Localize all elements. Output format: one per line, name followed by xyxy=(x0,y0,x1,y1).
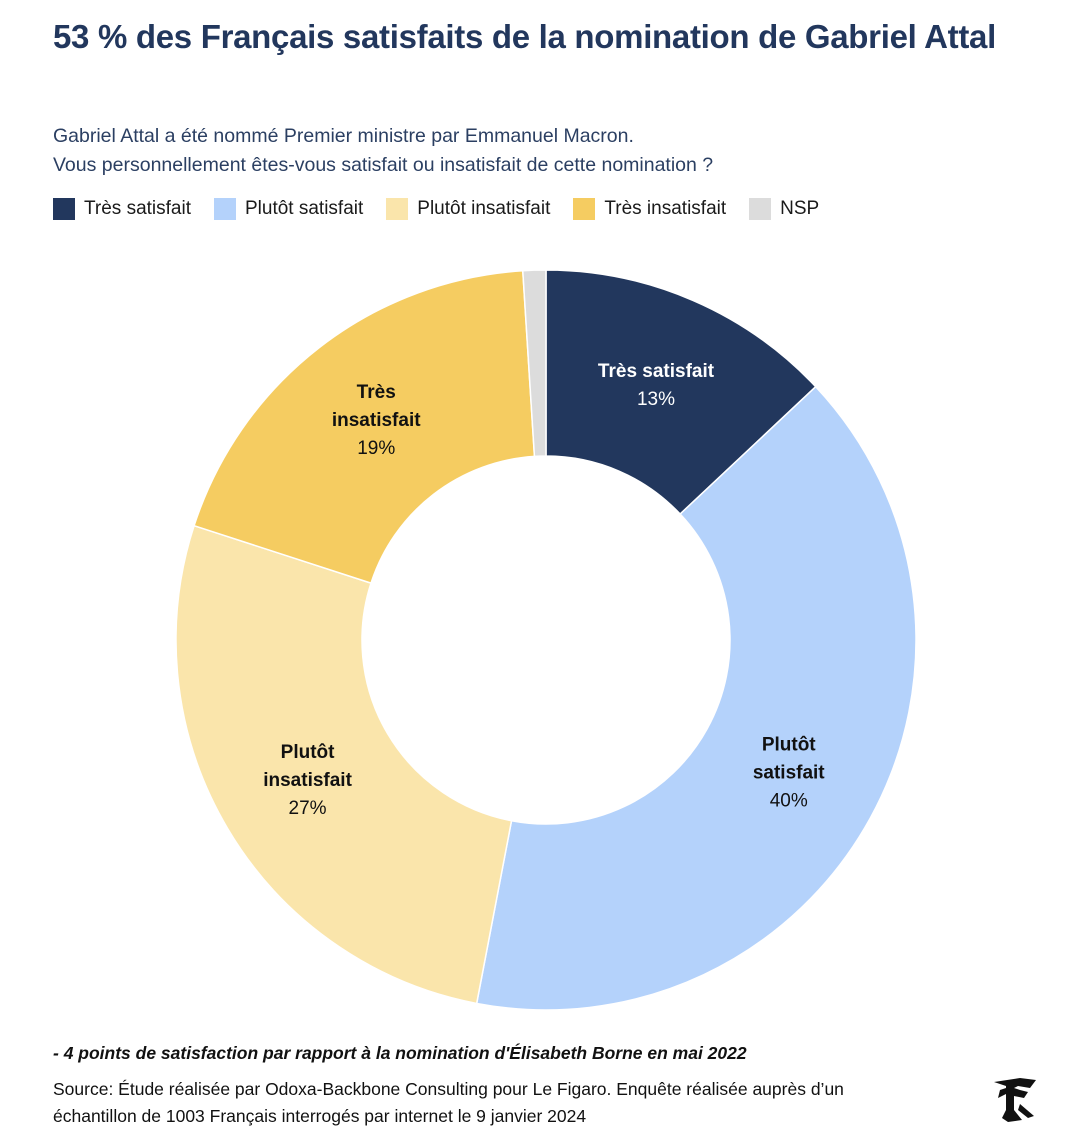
slice-label-value: 40% xyxy=(770,790,808,811)
legend-item-plutot-satisfait: Plutôt satisfait xyxy=(214,198,363,220)
slice-label-tres-insatisfait: Très insatisfait 19% xyxy=(332,382,421,459)
chart-subtitle: Gabriel Attal a été nommé Premier minist… xyxy=(53,122,1033,180)
slice-label-name: insatisfait xyxy=(332,410,421,431)
donut-slice-plutot-satisfait xyxy=(475,385,917,1011)
source-line-1: Source: Étude réalisée par Odoxa-Backbon… xyxy=(53,1079,844,1099)
slice-label-value: 19% xyxy=(357,438,395,459)
slice-label-name: insatisfait xyxy=(263,770,352,791)
subtitle-line-1: Gabriel Attal a été nommé Premier minist… xyxy=(53,125,634,147)
legend-label: NSP xyxy=(780,198,820,219)
legend-label: Plutôt insatisfait xyxy=(417,198,551,219)
slice-label-tres-satisfait: Très satisfait 13% xyxy=(598,361,715,410)
slice-label-name: Plutôt xyxy=(281,742,335,763)
legend-item-nsp: NSP xyxy=(749,198,819,220)
slice-label-name: Très satisfait xyxy=(598,361,715,382)
chart-title: 53 % des Français satisfaits de la nomin… xyxy=(53,18,996,55)
slice-label-plutot-satisfait: Plutôt satisfait 40% xyxy=(753,734,825,811)
legend-swatch xyxy=(53,198,75,220)
le-figaro-logo-icon xyxy=(990,1076,1040,1124)
subtitle-line-2: Vous personnellement êtes-vous satisfait… xyxy=(53,154,714,176)
slice-label-value: 27% xyxy=(289,798,327,819)
slice-label-value: 13% xyxy=(637,389,675,410)
legend-label: Plutôt satisfait xyxy=(245,198,364,219)
comparison-note: - 4 points de satisfaction par rapport à… xyxy=(53,1043,747,1063)
source-line-2: échantillon de 1003 Français interrogés … xyxy=(53,1106,587,1126)
legend-item-plutot-insatisfait: Plutôt insatisfait xyxy=(386,198,550,220)
source-text: Source: Étude réalisée par Odoxa-Backbon… xyxy=(53,1076,953,1130)
chart-legend: Très satisfait Plutôt satisfait Plutôt i… xyxy=(53,196,842,222)
donut-slice-tres-insatisfait xyxy=(193,269,536,585)
donut-chart-svg: Très satisfait13%Plutôtsatisfait40%Plutô… xyxy=(175,269,917,1011)
donut-slice-plutot-insatisfait xyxy=(175,524,513,1005)
slice-label-name: satisfait xyxy=(753,762,825,783)
legend-swatch xyxy=(386,198,409,220)
legend-item-tres-satisfait: Très satisfait xyxy=(53,198,191,220)
legend-swatch xyxy=(214,198,236,220)
legend-swatch xyxy=(573,198,596,220)
legend-swatch xyxy=(749,198,772,220)
slice-label-name: Plutôt xyxy=(762,734,816,755)
donut-chart: Très satisfait 13% Plutôt satisfait 40% Plutô… xyxy=(0,240,1074,1040)
legend-label: Très satisfait xyxy=(84,198,191,219)
donut-slice-nsp xyxy=(521,269,547,458)
legend-label: Très insatisfait xyxy=(604,198,727,219)
donut-slice-tres-satisfait xyxy=(545,269,817,516)
legend-item-tres-insatisfait: Très insatisfait xyxy=(573,198,726,220)
slice-label-plutot-insatisfait: Plutôt insatisfait 27% xyxy=(263,742,352,819)
slice-label-name: Très xyxy=(357,382,396,403)
